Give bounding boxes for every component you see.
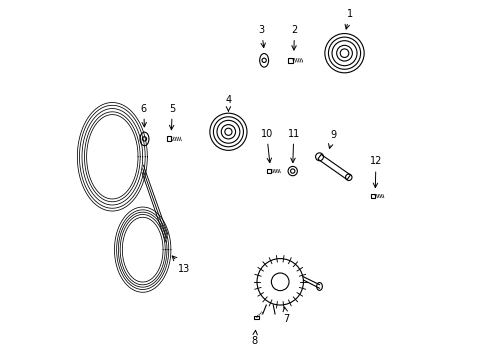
Text: 8: 8 [251, 330, 257, 346]
Text: 1: 1 [345, 9, 352, 29]
Text: 10: 10 [260, 129, 272, 163]
Bar [288, 58, 292, 63]
Text: 3: 3 [258, 25, 265, 48]
Text: 12: 12 [369, 157, 381, 188]
Text: 6: 6 [141, 104, 146, 127]
Text: 9: 9 [328, 130, 335, 148]
Bar [166, 136, 171, 141]
Bar [267, 169, 271, 173]
Bar [253, 316, 258, 319]
Text: 5: 5 [169, 104, 175, 130]
Text: 11: 11 [287, 129, 299, 163]
Text: 4: 4 [225, 95, 231, 111]
Ellipse shape [259, 54, 268, 67]
Text: 13: 13 [172, 256, 190, 274]
Text: 2: 2 [291, 25, 297, 50]
Bar [370, 194, 374, 198]
Ellipse shape [140, 132, 149, 146]
Text: 7: 7 [283, 307, 289, 324]
